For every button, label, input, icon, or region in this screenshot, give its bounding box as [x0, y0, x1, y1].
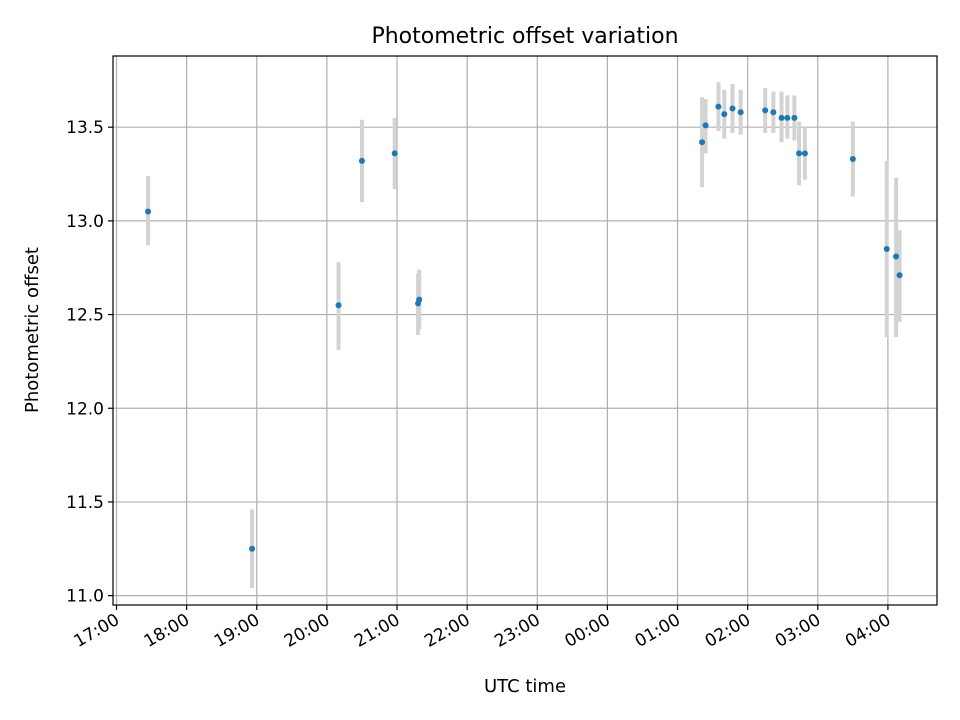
x-tick-label: 22:00	[421, 610, 473, 652]
data-point	[699, 139, 706, 146]
y-axis-label: Photometric offset	[22, 247, 43, 413]
data-point	[249, 545, 256, 552]
x-tick-label: 18:00	[141, 610, 193, 652]
y-tick-label: 12.5	[66, 306, 104, 326]
x-tick-label: 21:00	[351, 610, 403, 652]
data-point	[391, 150, 398, 157]
y-tick-label: 13.0	[66, 212, 104, 232]
data-point	[721, 111, 728, 118]
y-tick-label: 13.5	[66, 118, 104, 138]
data-point	[416, 296, 423, 303]
data-point	[358, 157, 365, 164]
x-tick-label: 04:00	[842, 610, 894, 652]
data-point	[849, 156, 856, 163]
x-tick-label: 20:00	[281, 610, 333, 652]
data-point	[883, 245, 890, 252]
data-point	[737, 109, 744, 116]
data-point	[770, 109, 777, 116]
y-axis-ticks: 11.0 11.5 12.0 12.5 13.0 13.5	[66, 118, 113, 607]
x-tick-label: 23:00	[491, 610, 543, 652]
data-point	[335, 302, 342, 309]
data-points	[145, 103, 903, 552]
y-tick-label: 11.0	[66, 587, 104, 607]
data-point	[893, 253, 900, 260]
x-axis-ticks: 17:00 18:00 19:00 20:00 21:00 22:00 23:00 00:00…	[71, 605, 894, 652]
x-tick-label: 19:00	[211, 610, 263, 652]
y-tick-label: 11.5	[66, 493, 104, 513]
x-tick-label: 02:00	[702, 610, 754, 652]
data-point	[702, 122, 709, 129]
data-point	[791, 114, 798, 121]
data-point	[796, 150, 803, 157]
y-tick-label: 12.0	[66, 399, 104, 419]
data-point	[762, 107, 769, 114]
data-point	[778, 114, 785, 121]
error-bars	[146, 82, 902, 589]
data-point	[145, 208, 152, 215]
grid-lines	[113, 56, 937, 605]
data-point	[729, 105, 736, 112]
x-tick-label: 17:00	[71, 610, 123, 652]
x-axis-label: UTC time	[484, 676, 566, 697]
x-tick-label: 01:00	[632, 610, 684, 652]
plot-frame	[112, 55, 938, 606]
x-tick-label: 00:00	[561, 610, 613, 652]
data-point	[784, 114, 791, 121]
data-point	[896, 272, 903, 279]
chart-title: Photometric offset variation	[371, 24, 678, 49]
data-point	[801, 150, 808, 157]
x-tick-label: 03:00	[772, 610, 824, 652]
data-point	[715, 103, 722, 110]
